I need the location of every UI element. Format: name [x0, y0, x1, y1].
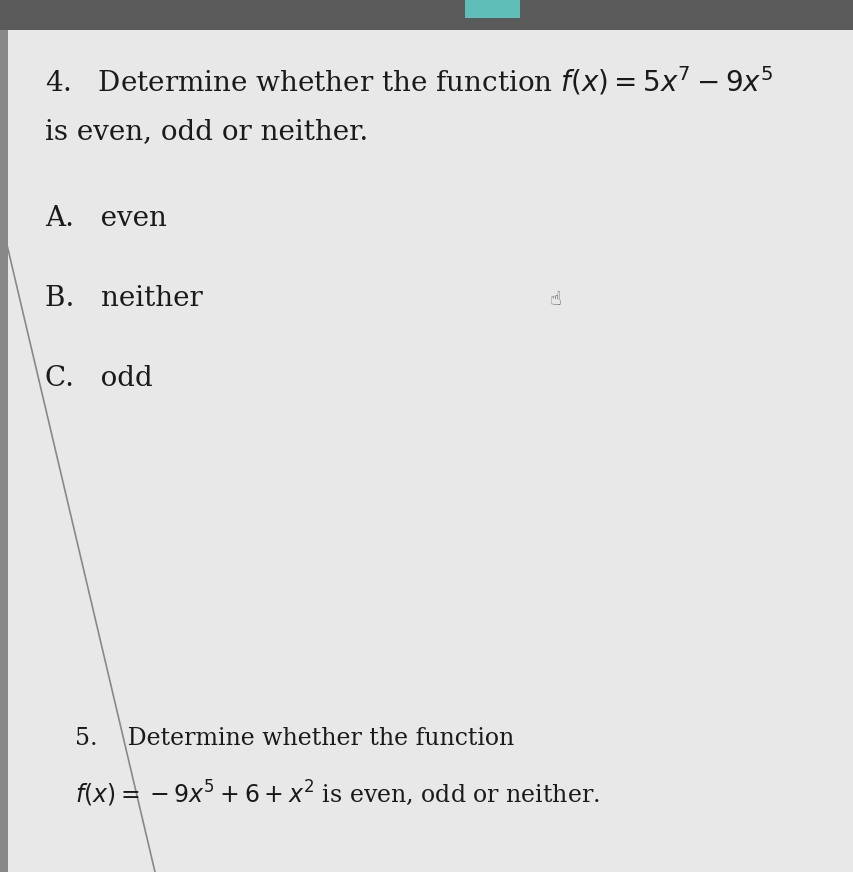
- Bar: [0, 30, 8, 872]
- Text: ☝: ☝: [549, 290, 561, 309]
- Text: 4.   Determine whether the function $f(x) = 5x^7 - 9x^5$: 4. Determine whether the function $f(x) …: [45, 65, 772, 98]
- Bar: [0, 0, 853, 30]
- Text: C.   odd: C. odd: [45, 365, 153, 392]
- Text: is even, odd or neither.: is even, odd or neither.: [45, 118, 368, 145]
- Text: 5.    Determine whether the function: 5. Determine whether the function: [75, 727, 514, 750]
- Text: B.   neither: B. neither: [45, 285, 202, 312]
- Bar: [465, 0, 519, 18]
- Text: $f(x) = -9x^5 + 6 + x^2$ is even, odd or neither.: $f(x) = -9x^5 + 6 + x^2$ is even, odd or…: [75, 779, 599, 809]
- Text: A.   even: A. even: [45, 205, 166, 232]
